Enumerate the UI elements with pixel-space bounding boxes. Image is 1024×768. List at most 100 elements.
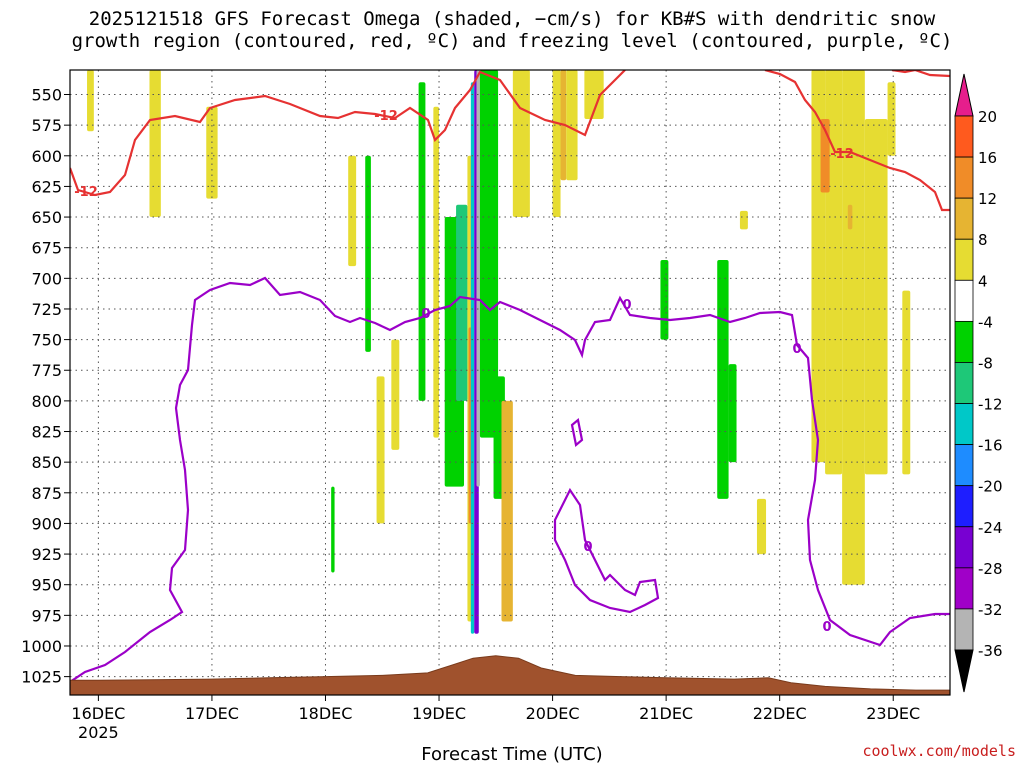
colorbar-label: -12 [978, 396, 1003, 414]
credit-text: coolwx.com/models [862, 742, 1016, 760]
y-tick-label: 750 [31, 331, 62, 350]
colorbar-swatch [954, 485, 974, 528]
omega-shade-3 [365, 155, 371, 352]
colorbar-swatch [954, 197, 974, 240]
freezing-level-label: 0 [792, 342, 801, 357]
colorbar-label: -36 [978, 642, 1003, 660]
colorbar: 20 16 12 8 4 -4 -8 -12 -16 -20 -24 -28 -32 -36 [954, 73, 1003, 693]
colorbar-swatch [954, 320, 974, 363]
y-tick-label: 1000 [21, 637, 62, 656]
x-tick-label: 22DEC [753, 704, 807, 723]
colorbar-swatch [954, 238, 974, 281]
omega-shade-5 [331, 486, 335, 573]
omega-shade-28 [739, 210, 748, 230]
y-tick-label: 650 [31, 208, 62, 227]
dgz-contour-upper [70, 70, 626, 197]
omega-shade-26 [717, 259, 729, 499]
omega-shade-37 [756, 498, 767, 555]
omega-shade-17 [479, 70, 499, 438]
freezing-level-blob [570, 417, 584, 448]
dgz-contour-label: -12 [830, 147, 854, 162]
colorbar-swatch [954, 608, 974, 651]
colorbar-top-arrow [954, 73, 974, 117]
colorbar-bottom-arrow [954, 649, 974, 693]
omega-shade-21 [552, 70, 561, 218]
colorbar-swatch [954, 444, 974, 487]
chart-title-line-1: 2025121518 GFS Forecast Omega (shaded, −… [88, 8, 936, 30]
omega-shade-33 [847, 204, 853, 230]
y-tick-label: 875 [31, 484, 62, 503]
omega-shade-34 [864, 119, 888, 475]
freezing-level-label: 0 [822, 620, 831, 635]
omega-shade-27 [728, 364, 737, 463]
colorbar-label: -16 [978, 437, 1003, 455]
omega-shade-4 [348, 155, 357, 267]
colorbar-label: -32 [978, 601, 1003, 619]
colorbar-label: -8 [978, 354, 993, 372]
x-tick-label: 19DEC [412, 704, 466, 723]
y-tick-label: 600 [31, 147, 62, 166]
omega-shade-35 [887, 82, 896, 156]
omega-shade-6 [376, 376, 385, 524]
colorbar-label: 4 [978, 272, 988, 290]
omega-shading [87, 70, 911, 634]
y-tick-label: 700 [31, 269, 62, 288]
plot-frame [69, 69, 951, 696]
colorbar-label: -28 [978, 560, 1003, 578]
omega-shade-20 [512, 70, 530, 218]
y-axis-ticks: 550 575 600 625 650 675 700 725 750 775 800 825 850 8… [21, 86, 70, 687]
dgz-contour-topright [891, 70, 950, 78]
y-tick-label: 900 [31, 514, 62, 533]
colorbar-swatch [954, 279, 974, 322]
colorbar-swatch [954, 115, 974, 158]
freezing-level-contour [70, 276, 950, 683]
terrain-surface [69, 655, 951, 696]
chart-title-line-2: growth region (contoured, red, ºC) and f… [71, 30, 953, 52]
dgz-contour-label: -12 [74, 185, 98, 200]
freezing-level-label: 0 [622, 298, 631, 313]
omega-shade-1 [149, 70, 161, 218]
x-tick-label: 16DEC [71, 704, 125, 723]
y-tick-label: 950 [31, 576, 62, 595]
omega-shade-8 [418, 82, 426, 401]
y-tick-label: 550 [31, 86, 62, 105]
colorbar-label: -20 [978, 478, 1003, 496]
x-axis-ticks: 16DEC 17DEC 18DEC 19DEC 20DEC 21DEC 22DEC 23DEC… [71, 695, 920, 742]
y-tick-label: 775 [31, 361, 62, 380]
colorbar-label: -24 [978, 519, 1003, 537]
x-tick-label: 18DEC [298, 704, 352, 723]
colorbar-label: 12 [978, 190, 997, 208]
contour-lines [70, 70, 950, 683]
colorbar-label: 20 [978, 108, 997, 126]
y-tick-label: 625 [31, 177, 62, 196]
colorbar-swatch [954, 403, 974, 446]
omega-shade-7 [391, 339, 400, 450]
freezing-level-label: 0 [421, 307, 430, 322]
contour-labels: -12 -12 -12 0 0 0 0 0 [74, 109, 854, 635]
omega-shade-36 [902, 290, 911, 475]
colorbar-label: -4 [978, 313, 993, 331]
x-tick-label: 21DEC [639, 704, 693, 723]
y-tick-label: 575 [31, 116, 62, 135]
y-tick-label: 800 [31, 392, 62, 411]
omega-shade-11 [456, 204, 468, 401]
y-tick-label: 975 [31, 606, 62, 625]
y-tick-label: 850 [31, 453, 62, 472]
omega-shade-32 [842, 70, 865, 585]
omega-shade-24 [584, 70, 604, 120]
x-axis-label: Forecast Time (UTC) [421, 744, 603, 765]
omega-shade-25 [660, 259, 669, 340]
y-tick-label: 1025 [21, 668, 62, 687]
omega-shade-9 [433, 106, 440, 438]
omega-shade-0 [87, 70, 94, 132]
dgz-contour-label: -12 [374, 109, 398, 124]
x-tick-year-label: 2025 [78, 723, 119, 742]
x-tick-label: 23DEC [866, 704, 920, 723]
colorbar-swatch [954, 526, 974, 569]
omega-shade-19 [501, 400, 513, 622]
colorbar-swatch [954, 567, 974, 610]
colorbar-label: 16 [978, 149, 997, 167]
y-tick-label: 825 [31, 423, 62, 442]
x-tick-label: 17DEC [185, 704, 239, 723]
chart-title: 2025121518 GFS Forecast Omega (shaded, −… [0, 8, 1024, 52]
